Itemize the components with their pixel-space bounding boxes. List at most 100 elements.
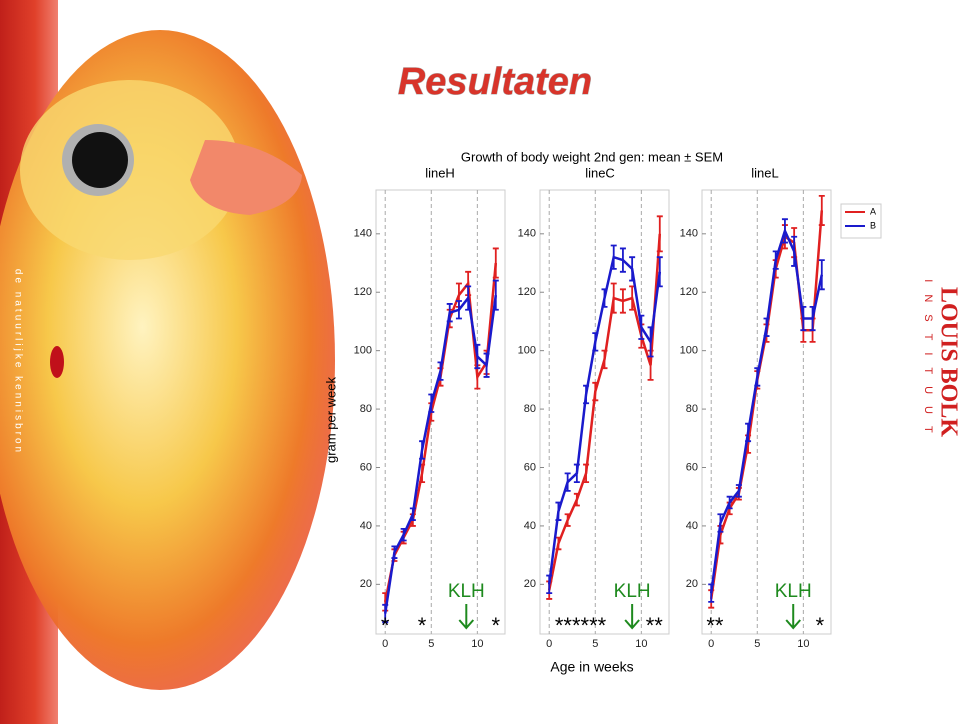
logo-sub: INSTITUUT xyxy=(922,279,934,444)
error-bar xyxy=(656,256,663,288)
side-dot xyxy=(50,346,64,378)
x-tick-label: 0 xyxy=(708,638,714,650)
x-tick-label: 10 xyxy=(471,638,483,650)
y-tick-label: 60 xyxy=(686,461,698,473)
y-tick-label: 120 xyxy=(518,286,536,298)
error-bar xyxy=(555,501,562,521)
chick-beak xyxy=(190,140,302,215)
y-axis-label: gram per week xyxy=(323,377,338,463)
y-tick-label: 100 xyxy=(518,345,536,357)
error-bar xyxy=(629,256,636,282)
error-bar xyxy=(564,472,571,492)
error-bar xyxy=(619,247,626,273)
error-bar xyxy=(446,303,453,323)
annotation: KLH xyxy=(614,581,651,602)
error-bar xyxy=(583,384,590,405)
error-bar xyxy=(735,484,742,498)
y-tick-label: 40 xyxy=(686,520,698,532)
error-bar xyxy=(656,215,663,253)
error-bar xyxy=(409,507,416,521)
chick-eye xyxy=(72,132,128,188)
error-bar xyxy=(492,279,499,311)
error-bar xyxy=(592,381,599,402)
annotation: KLH xyxy=(775,581,812,602)
error-bar xyxy=(638,314,645,340)
annotation-arrow xyxy=(624,604,640,630)
plot-frame xyxy=(375,189,506,635)
significance-mark: * xyxy=(492,613,501,638)
x-tick-label: 0 xyxy=(546,638,552,650)
y-tick-label: 80 xyxy=(360,403,372,415)
y-tick-label: 40 xyxy=(524,520,536,532)
error-bar xyxy=(573,492,580,507)
error-bar xyxy=(619,288,626,314)
plot-frame xyxy=(539,189,670,635)
error-bar xyxy=(745,422,752,443)
y-tick-label: 40 xyxy=(360,520,372,532)
error-bar xyxy=(474,343,481,370)
y-tick-label: 60 xyxy=(524,461,536,473)
x-tick-label: 5 xyxy=(592,638,598,650)
y-tick-label: 120 xyxy=(354,286,372,298)
legend-box xyxy=(840,203,882,239)
figure-title: Growth of body weight 2nd gen: mean ± SE… xyxy=(461,149,723,164)
error-bar xyxy=(726,495,733,510)
error-bar xyxy=(555,536,562,551)
plot-frame xyxy=(701,189,832,635)
panel-title: lineH xyxy=(425,165,455,180)
error-bar xyxy=(391,545,398,559)
y-tick-label: 80 xyxy=(686,403,698,415)
error-bar xyxy=(428,393,435,413)
error-bar xyxy=(754,367,761,387)
error-bar xyxy=(708,583,715,603)
annotation-arrow xyxy=(458,604,475,630)
legend-label: A xyxy=(870,206,876,216)
logo: LOUIS BOLK xyxy=(935,287,960,437)
error-bar xyxy=(818,194,825,226)
significance-mark: * xyxy=(418,613,427,638)
error-bar xyxy=(583,463,590,484)
error-bar xyxy=(492,247,499,279)
x-tick-label: 10 xyxy=(635,638,647,650)
annotation-arrow xyxy=(785,604,801,630)
significance-mark: ** xyxy=(646,613,664,638)
error-bar xyxy=(382,603,389,624)
error-bar xyxy=(483,352,490,378)
error-bar xyxy=(564,513,571,527)
tagline: de natuurlijke kennisbron xyxy=(12,269,23,455)
error-bar xyxy=(573,463,580,484)
significance-mark: * xyxy=(816,613,825,638)
x-axis-label: Age in weeks xyxy=(550,659,633,675)
error-bar xyxy=(465,285,472,311)
x-tick-label: 5 xyxy=(428,638,434,650)
error-bar xyxy=(419,440,426,460)
y-tick-label: 100 xyxy=(680,345,698,357)
x-tick-label: 10 xyxy=(797,638,809,650)
error-bar xyxy=(791,235,798,267)
y-tick-label: 20 xyxy=(686,578,698,590)
legend-label: B xyxy=(870,220,876,230)
x-tick-label: 5 xyxy=(754,638,760,650)
panel-title: lineL xyxy=(751,165,778,180)
y-tick-label: 120 xyxy=(680,286,698,298)
error-bar xyxy=(647,326,654,358)
error-bar xyxy=(546,574,553,595)
significance-mark: ** xyxy=(706,613,724,638)
significance-mark: ****** xyxy=(555,613,607,638)
x-tick-label: 0 xyxy=(382,638,388,650)
y-tick-label: 100 xyxy=(354,345,372,357)
error-bar xyxy=(437,361,444,381)
error-bar xyxy=(601,349,608,370)
y-tick-label: 140 xyxy=(518,228,536,240)
error-bar xyxy=(610,282,617,314)
y-tick-label: 20 xyxy=(360,578,372,590)
error-bar xyxy=(772,250,779,270)
error-bar xyxy=(601,288,608,308)
panel-title: lineC xyxy=(585,165,615,180)
error-bar xyxy=(818,259,825,291)
y-tick-label: 20 xyxy=(524,578,536,590)
error-bar xyxy=(592,332,599,352)
error-bar xyxy=(717,513,724,533)
error-bar xyxy=(800,305,807,332)
